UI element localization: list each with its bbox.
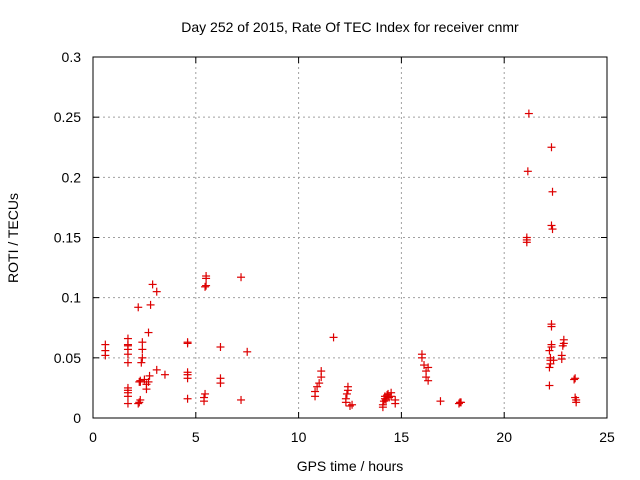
data-point xyxy=(237,395,246,404)
data-points xyxy=(101,109,581,412)
data-point xyxy=(545,346,554,355)
grid-lines xyxy=(93,57,607,418)
data-point xyxy=(559,335,568,344)
y-tick-label: 0.15 xyxy=(54,230,81,246)
data-point xyxy=(136,376,145,385)
data-point xyxy=(144,377,153,386)
data-point xyxy=(342,389,351,398)
data-point xyxy=(138,338,147,347)
data-point xyxy=(424,363,433,372)
data-point xyxy=(243,347,252,356)
data-point xyxy=(391,395,400,404)
data-point xyxy=(152,365,161,374)
data-point xyxy=(134,399,143,408)
data-point xyxy=(183,394,192,403)
y-tick-label: 0.1 xyxy=(62,290,82,306)
data-point xyxy=(152,287,161,296)
data-point xyxy=(134,303,143,312)
data-point xyxy=(547,340,556,349)
data-point xyxy=(137,358,146,367)
data-point xyxy=(317,367,326,376)
data-point xyxy=(311,387,320,396)
data-point xyxy=(123,334,132,343)
data-point xyxy=(123,383,132,392)
data-point xyxy=(348,400,357,409)
data-point xyxy=(547,320,556,329)
data-point xyxy=(571,393,580,402)
data-point xyxy=(123,358,132,367)
data-point xyxy=(123,399,132,408)
data-point xyxy=(138,353,147,362)
data-point xyxy=(200,393,209,402)
data-point xyxy=(183,368,192,377)
data-point xyxy=(160,370,169,379)
data-point xyxy=(216,374,225,383)
data-point xyxy=(387,388,396,397)
data-point xyxy=(201,282,210,291)
y-tick-label: 0.2 xyxy=(62,169,82,185)
data-point xyxy=(140,375,149,384)
data-point xyxy=(547,221,556,230)
data-point xyxy=(216,343,225,352)
y-tick-label: 0.05 xyxy=(54,350,81,366)
y-tick-label: 0.3 xyxy=(62,49,82,65)
y-tick-label: 0.25 xyxy=(54,109,81,125)
data-point xyxy=(549,356,558,365)
data-point xyxy=(183,338,192,347)
x-tick-label: 15 xyxy=(394,429,410,445)
data-point xyxy=(237,273,246,282)
axis-ticks: 0 5 10 15 20 25 0 0.05 0.1 0.15 0.2 0.25 0.3 xyxy=(54,49,615,445)
data-point xyxy=(436,397,445,406)
data-point xyxy=(572,398,581,407)
data-point xyxy=(145,371,154,380)
data-point xyxy=(201,389,210,398)
data-point xyxy=(343,382,352,391)
data-point xyxy=(202,281,211,290)
data-point xyxy=(329,333,338,342)
data-point xyxy=(548,187,557,196)
data-point xyxy=(378,400,387,409)
data-point xyxy=(547,143,556,152)
data-point xyxy=(346,401,354,410)
data-point xyxy=(144,328,153,337)
data-point xyxy=(341,394,350,403)
data-point xyxy=(136,395,145,404)
y-axis-label: ROTI / TECUs xyxy=(5,193,21,283)
x-tick-label: 0 xyxy=(89,429,97,445)
data-point xyxy=(570,375,579,384)
x-axis-label: GPS time / hours xyxy=(297,458,404,474)
x-tick-label: 25 xyxy=(599,429,615,445)
data-point xyxy=(424,376,433,385)
data-point xyxy=(420,361,429,370)
data-point xyxy=(422,367,431,376)
data-point xyxy=(548,225,557,234)
data-point xyxy=(315,379,324,388)
data-point xyxy=(101,340,110,349)
plot-frame xyxy=(92,56,608,419)
data-point xyxy=(454,399,463,408)
data-point xyxy=(385,393,394,402)
data-point xyxy=(571,374,580,383)
x-tick-label: 10 xyxy=(291,429,307,445)
data-point xyxy=(202,272,211,281)
data-point xyxy=(313,382,322,391)
data-point xyxy=(523,167,532,176)
y-tick-label: 0 xyxy=(73,410,81,426)
data-point xyxy=(138,345,147,354)
data-point xyxy=(146,300,155,309)
data-point xyxy=(148,280,157,289)
data-point xyxy=(417,350,426,359)
data-point xyxy=(545,363,554,372)
data-point xyxy=(557,351,566,360)
x-tick-label: 20 xyxy=(496,429,512,445)
data-point xyxy=(545,381,554,390)
x-tick-label: 5 xyxy=(192,429,200,445)
data-point xyxy=(522,233,531,242)
chart-title: Day 252 of 2015, Rate Of TEC Index for r… xyxy=(181,19,519,35)
data-point xyxy=(457,398,466,407)
data-point xyxy=(524,109,533,118)
